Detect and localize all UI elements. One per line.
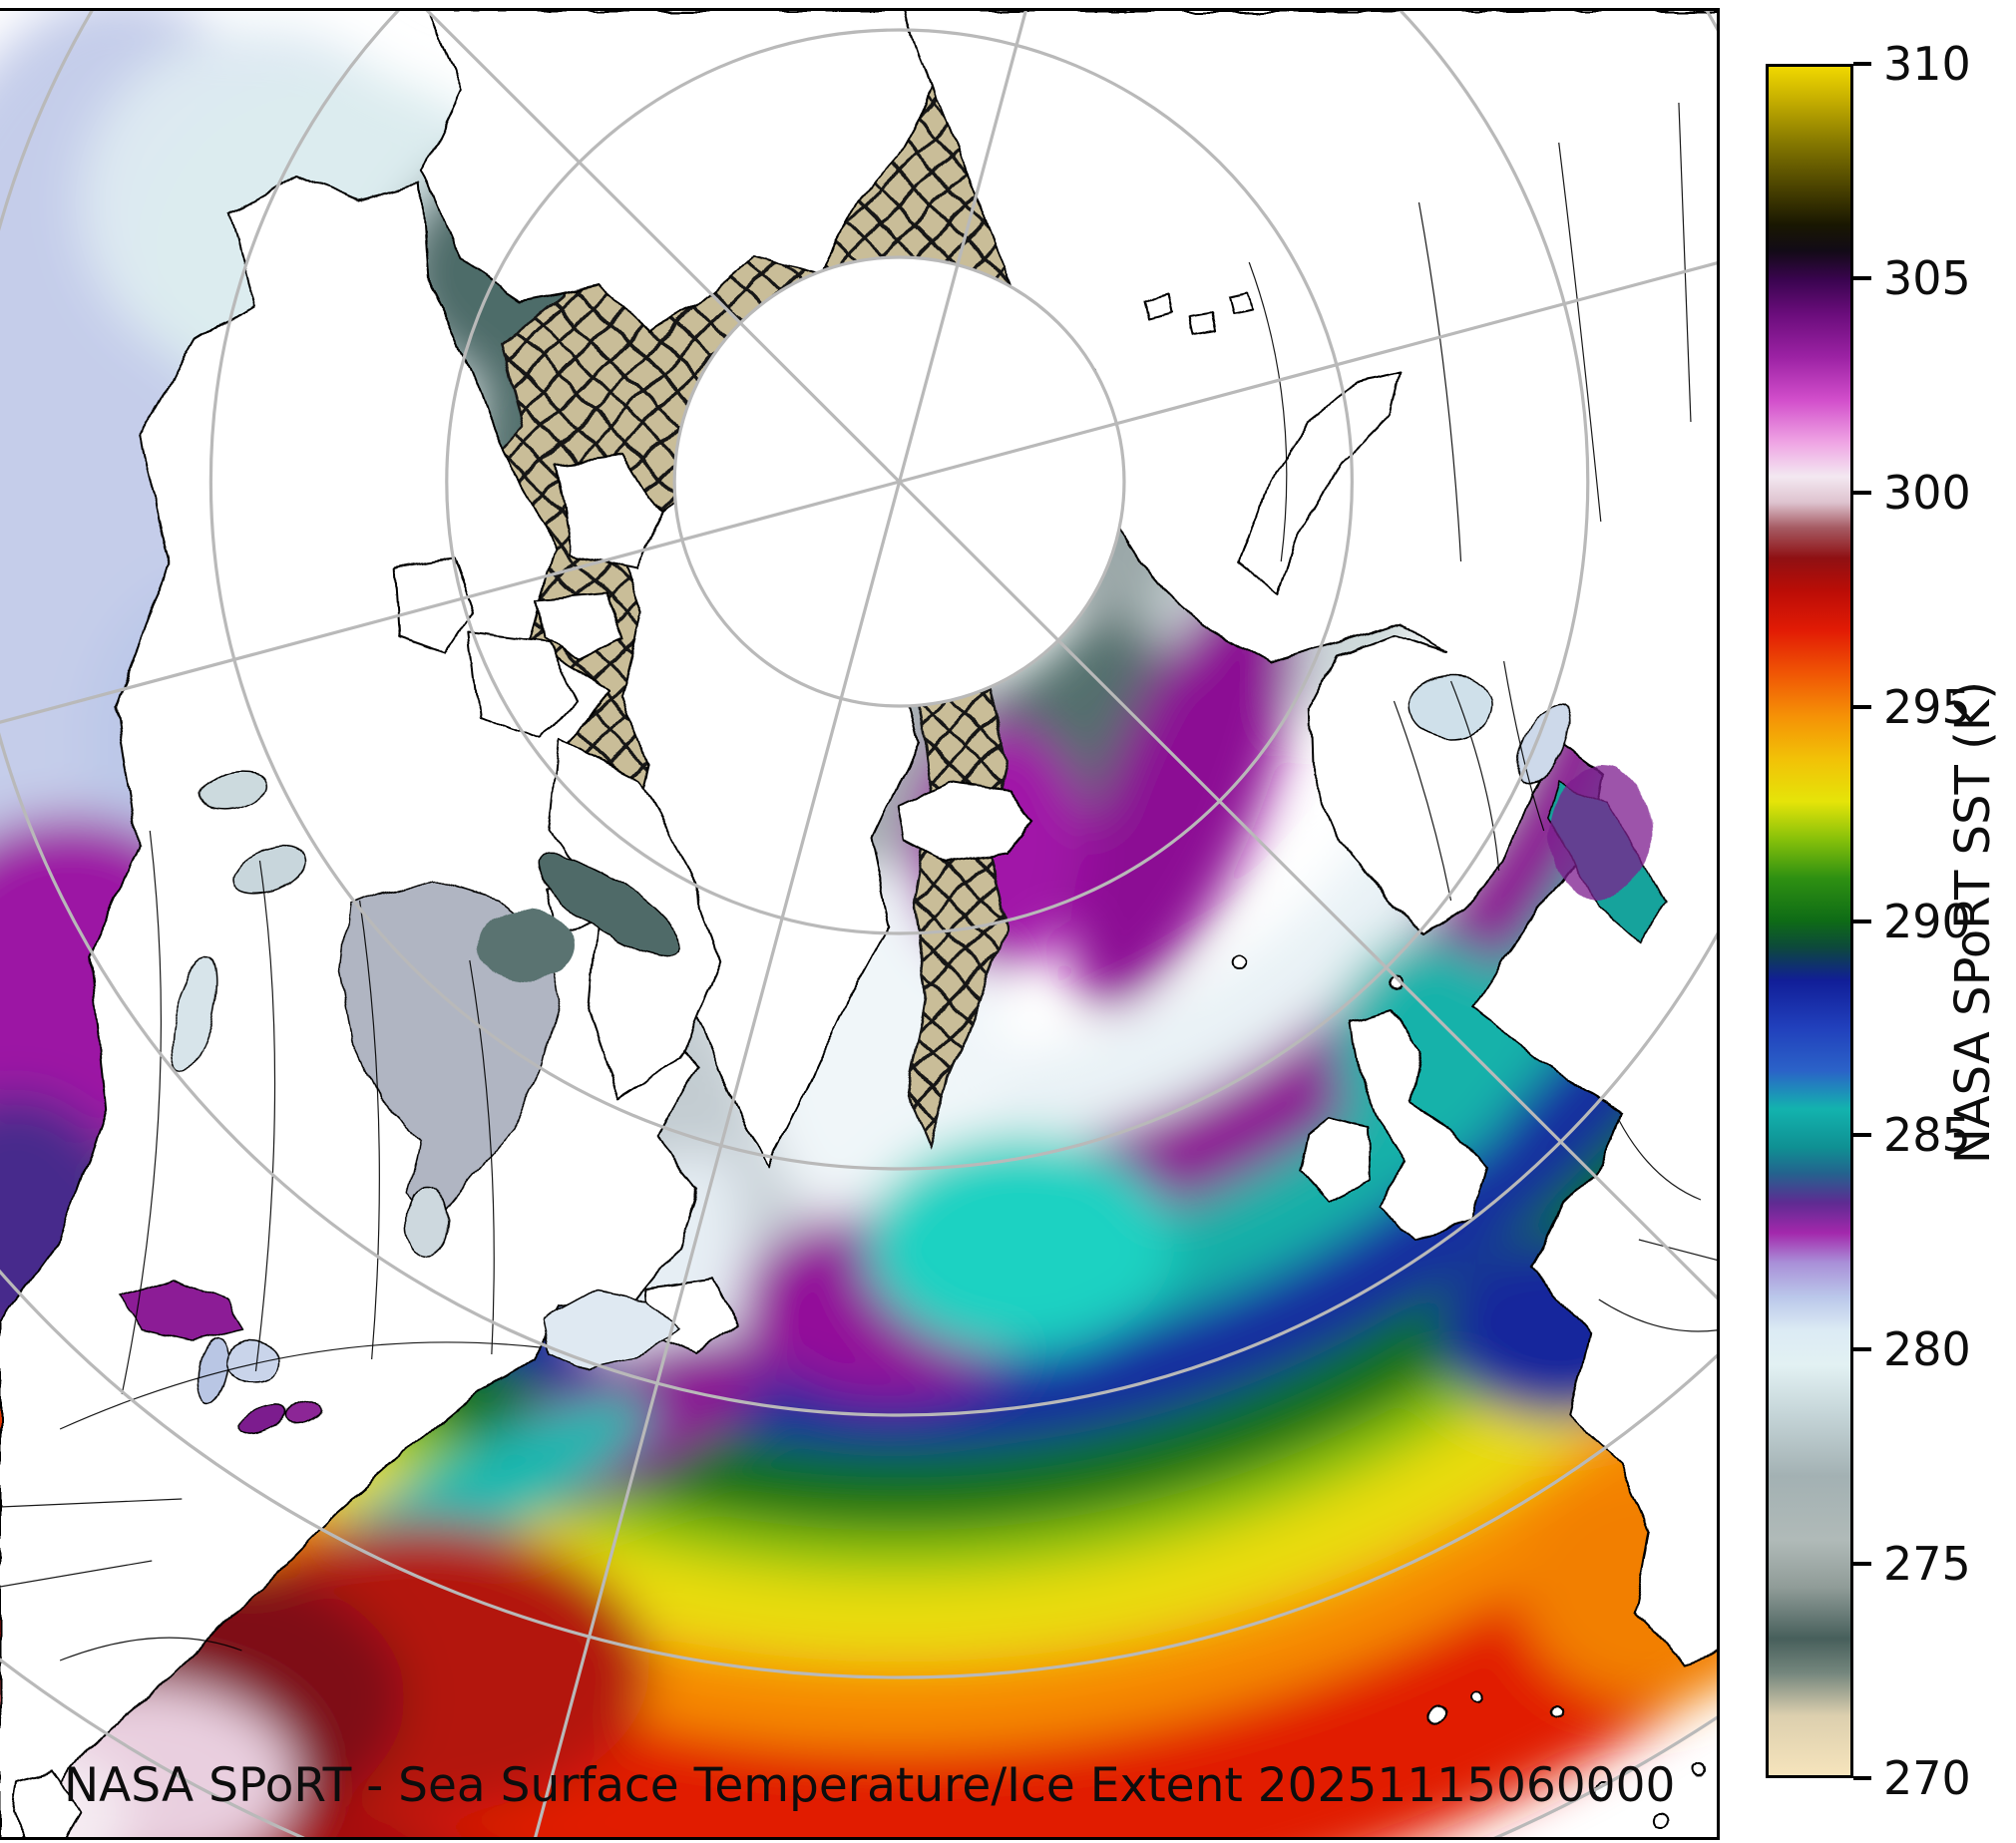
colorbar-tick-mark [1853,1133,1871,1138]
sst-map-svg [0,11,1717,1837]
colorbar-tick-mark [1853,1562,1871,1567]
colorbar-tick-label: 280 [1883,1322,1971,1377]
hudson-strait [536,854,683,957]
land-ireland [1300,1119,1371,1201]
colorbar-tick-label: 300 [1883,465,1971,520]
graticule [0,11,1717,1837]
colorbar-tick-mark [1853,919,1871,923]
colorbar-tick-label: 285 [1883,1108,1971,1163]
white-sea [1410,674,1492,740]
colorbar-tick: 280 [1853,1326,1971,1372]
colorbar-tick-label: 270 [1883,1751,1971,1805]
land-iceland [898,782,1032,864]
colorbar-tick-label: 290 [1883,894,1971,948]
lake-huron [224,1340,279,1382]
inland-waters [117,674,1668,1437]
colorbar [1766,64,1853,1778]
land-florida [13,1769,82,1837]
colorbar-tick-mark [1853,1776,1871,1780]
colorbar-tick-label: 305 [1883,250,1971,305]
colorbar-tick-label: 295 [1883,679,1971,734]
colorbar-tick: 290 [1853,899,1971,944]
colorbar-tick: 275 [1853,1541,1971,1587]
lake-ontario [285,1399,324,1423]
land-novaya-zemlya [1238,371,1401,594]
colorbar-tick-label: 275 [1883,1537,1971,1592]
colorbar-gradient [1769,67,1850,1775]
colorbar-tick: 310 [1853,41,1971,87]
lake-winnipeg [172,957,218,1073]
land-siberia-ne [422,11,937,333]
colorbar-tick-mark [1853,490,1871,495]
colorbar-tick: 300 [1853,470,1971,516]
lake-superior [117,1279,246,1342]
gulf-of-st-lawrence [544,1289,680,1370]
map-annotation-text: NASA SPoRT - Sea Surface Temperature/Ice… [64,1758,1676,1813]
colorbar-ticks: 270 275 280 285 290 295 300 305 310 [1853,41,2013,1801]
colorbar-axis-label: NASA SPoRT SST (K) [1945,680,2001,1165]
colorbar-tick: 285 [1853,1112,1971,1158]
gulf-of-bothnia [1517,701,1571,785]
colorbar-tick-mark [1853,1347,1871,1352]
colorbar-tick-mark [1853,275,1871,280]
colorbar-tick-mark [1853,62,1871,66]
lake-erie [236,1405,287,1437]
colorbar-tick: 305 [1853,255,1971,301]
lake-michigan [195,1337,229,1405]
james-bay [406,1185,449,1259]
colorbar-tick: 270 [1853,1755,1971,1801]
colorbar-tick-label: 310 [1883,37,1971,91]
political-borders [0,102,1717,1661]
colorbar-tick-mark [1853,704,1871,709]
colorbar-tick: 295 [1853,684,1971,730]
map-panel: NASA SPoRT - Sea Surface Temperature/Ice… [0,8,1720,1840]
